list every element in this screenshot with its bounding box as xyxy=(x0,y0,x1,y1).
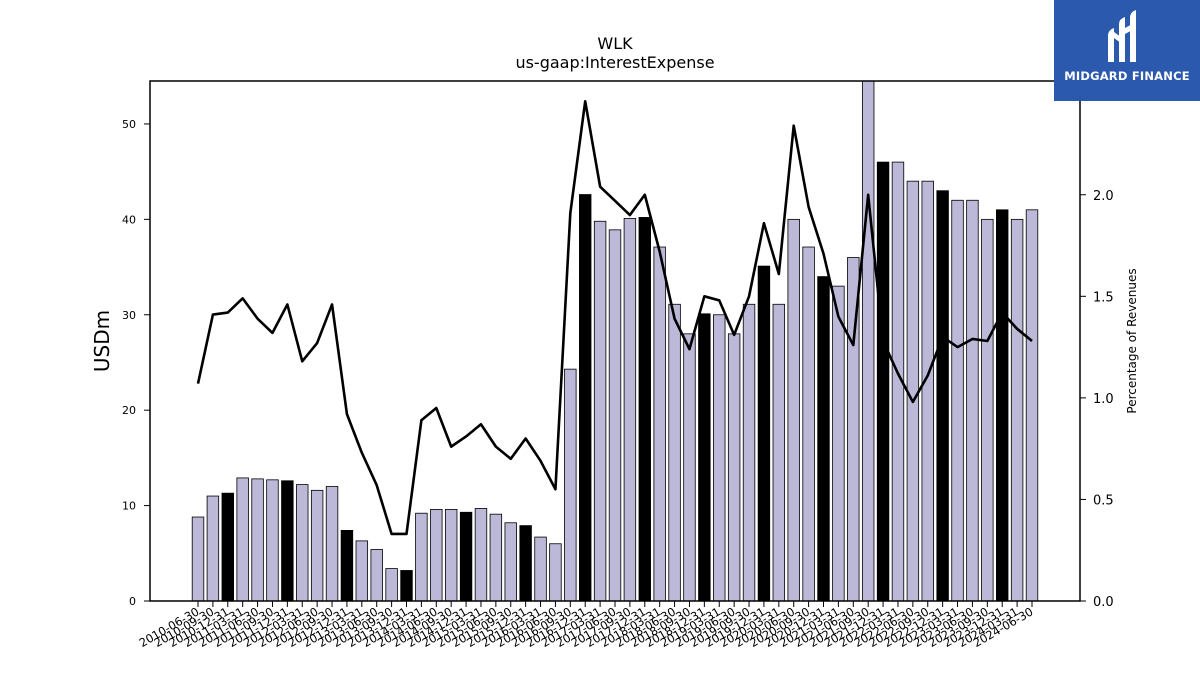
chart-subtitle: us-gaap:InterestExpense xyxy=(515,53,714,72)
bar xyxy=(742,303,756,602)
y2-tick-label: 1.0 xyxy=(1093,392,1114,407)
bar xyxy=(400,570,413,602)
bar xyxy=(281,480,294,602)
bar xyxy=(310,489,324,602)
bar xyxy=(251,478,264,602)
bar xyxy=(340,529,354,602)
bar xyxy=(996,209,1009,602)
bar xyxy=(713,314,726,602)
midgard-m-icon xyxy=(1108,10,1136,62)
bar xyxy=(966,199,979,602)
bar xyxy=(608,229,622,602)
bar-series xyxy=(191,80,1039,602)
bar xyxy=(474,508,488,602)
bar xyxy=(415,512,428,602)
y-tick-label: 0 xyxy=(129,595,136,608)
bar xyxy=(638,217,651,602)
bar xyxy=(906,180,920,602)
bar xyxy=(832,285,845,602)
bar xyxy=(1010,218,1024,602)
bar xyxy=(549,543,562,602)
bar xyxy=(266,479,279,602)
bar xyxy=(668,303,681,602)
bar xyxy=(787,218,800,602)
bar xyxy=(191,516,205,602)
plot-frame xyxy=(149,80,1081,602)
bar xyxy=(757,265,771,602)
bar xyxy=(206,495,220,602)
bar xyxy=(653,246,666,602)
y2-tick-label: 0.5 xyxy=(1093,493,1114,508)
bar xyxy=(727,333,741,602)
bar xyxy=(951,199,964,602)
bar xyxy=(444,508,458,602)
bar xyxy=(504,522,517,602)
bar xyxy=(325,486,339,602)
brand-name: MIDGARD FINANCE xyxy=(1064,69,1190,83)
bar xyxy=(534,536,547,602)
bar xyxy=(564,368,577,602)
bar xyxy=(519,525,532,602)
y-tick-label: 50 xyxy=(122,118,136,131)
bar xyxy=(296,484,309,602)
bar xyxy=(936,190,949,602)
bar xyxy=(593,220,607,602)
y-tick-label: 40 xyxy=(122,213,136,226)
bar xyxy=(236,477,249,602)
y-tick-label: 20 xyxy=(122,404,136,417)
bar xyxy=(623,217,637,602)
line-series xyxy=(196,100,1033,536)
bar xyxy=(355,540,369,602)
y2-axis-label: Percentage of Revenues xyxy=(1125,268,1139,413)
left-y-axis: 0 10 20 30 40 50 xyxy=(122,118,150,608)
bar xyxy=(221,492,234,602)
y-tick-label: 30 xyxy=(122,309,136,322)
y2-tick-label: 1.5 xyxy=(1093,290,1114,305)
bar xyxy=(921,180,934,602)
bar xyxy=(579,194,592,602)
bar xyxy=(802,246,815,602)
chart-title: WLK xyxy=(597,34,633,53)
bar xyxy=(430,508,443,602)
x-axis: 2010-06-302010-09-302010-12-312011-03-31… xyxy=(137,601,1036,650)
y2-tick-label: 0.0 xyxy=(1093,595,1114,610)
bar xyxy=(683,333,696,602)
bar xyxy=(817,276,830,602)
y-axis-label: USDm xyxy=(90,310,114,372)
bar xyxy=(385,568,398,602)
y2-tick-label: 2.0 xyxy=(1093,189,1114,204)
bar xyxy=(772,303,786,602)
bar xyxy=(876,161,890,602)
bar xyxy=(459,511,473,602)
brand-logo: MIDGARD FINANCE xyxy=(1054,0,1200,101)
bar xyxy=(1025,209,1039,602)
bar xyxy=(981,218,994,602)
y-tick-label: 10 xyxy=(122,500,136,513)
revenue-percentage-line xyxy=(196,100,1033,536)
bar xyxy=(489,513,503,602)
bar xyxy=(861,80,875,602)
bar xyxy=(698,313,711,602)
bar xyxy=(370,549,383,602)
right-y-axis: 0.0 0.5 1.0 1.5 2.0 xyxy=(1080,189,1114,610)
